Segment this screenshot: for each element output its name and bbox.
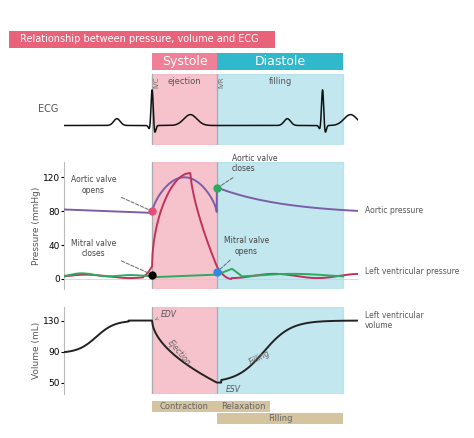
Text: ESV: ESV (226, 385, 241, 394)
Bar (152, 162, 217, 289)
Text: Filling: Filling (268, 413, 292, 423)
Text: ECG: ECG (38, 105, 58, 114)
Text: Relationship between pressure, volume and ECG: Relationship between pressure, volume an… (20, 35, 259, 44)
Bar (217, 162, 343, 289)
Text: EDV: EDV (155, 311, 177, 320)
Text: Aortic valve
closes: Aortic valve closes (219, 154, 277, 187)
Text: Aortic valve
opens: Aortic valve opens (71, 175, 150, 210)
Y-axis label: Pressure (mmHg): Pressure (mmHg) (32, 187, 41, 265)
Text: Contraction: Contraction (160, 402, 209, 411)
Text: Diastole: Diastole (255, 55, 306, 68)
Text: Left ventricular
volume: Left ventricular volume (365, 311, 424, 330)
Text: Left ventricular pressure: Left ventricular pressure (365, 267, 459, 276)
Text: Filling: Filling (247, 349, 272, 367)
Text: Aortic pressure: Aortic pressure (365, 206, 423, 215)
Text: filling: filling (268, 77, 292, 86)
Bar (217, 74, 343, 145)
Text: IVR: IVR (218, 77, 224, 88)
Text: ejection: ejection (168, 77, 201, 86)
Text: Relaxation: Relaxation (221, 402, 265, 411)
Bar (217, 307, 343, 394)
Bar (152, 307, 217, 394)
Bar (152, 74, 217, 145)
Y-axis label: Volume (mL): Volume (mL) (32, 322, 41, 379)
Text: Systole: Systole (162, 55, 207, 68)
Text: Mitral valve
closes: Mitral valve closes (71, 239, 150, 274)
Text: Mitral valve
opens: Mitral valve opens (219, 236, 269, 270)
Text: IVC: IVC (154, 77, 160, 88)
Text: Ejection: Ejection (165, 339, 192, 368)
